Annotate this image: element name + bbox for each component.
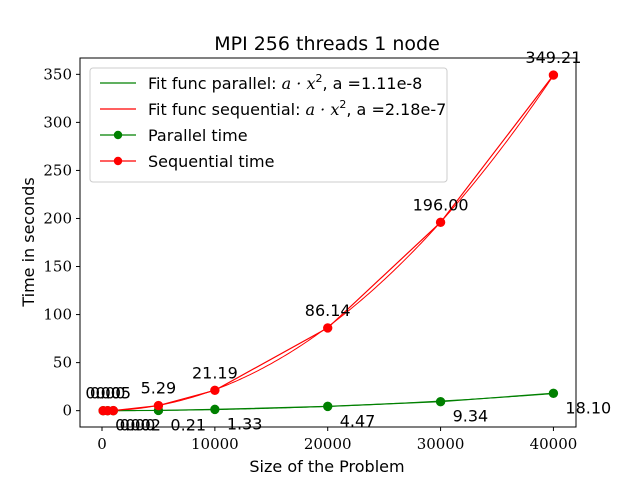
y-axis-label: Time in seconds — [19, 177, 38, 307]
data-point-sequential-time — [153, 400, 164, 411]
data-series — [98, 70, 559, 416]
data-point-sequential-time — [435, 217, 446, 228]
y-tick-label: 200 — [43, 209, 72, 227]
data-label-parallel: 0.00 — [115, 416, 151, 435]
x-axis-label: Size of the Problem — [249, 457, 404, 476]
legend-label-parallel-time: Parallel time — [148, 126, 248, 145]
data-label-parallel: 0.02 — [125, 416, 161, 435]
data-point-parallel-time — [210, 404, 220, 415]
chart-title: MPI 256 threads 1 node — [214, 33, 440, 55]
data-label-sequential: 86.14 — [305, 301, 351, 320]
legend-label-fit-func-sequential: Fit func sequential: a · x2, a =2.18e-7 — [148, 98, 446, 119]
legend: Fit func parallel: a · x2, a =1.11e-8 Fit… — [89, 67, 448, 183]
data-point-sequential-time — [323, 323, 333, 333]
data-label-sequential: 21.19 — [192, 363, 238, 382]
data-point-parallel-time — [548, 388, 559, 398]
legend-marker-parallel-time — [113, 130, 123, 140]
data-label-sequential: 196.00 — [413, 195, 469, 214]
data-point-sequential-time — [108, 405, 118, 416]
data-label-sequential: 0.05 — [95, 384, 131, 403]
y-tick-label: 0 — [62, 402, 72, 420]
x-tick-label: 0 — [97, 435, 107, 453]
y-tick-label: 300 — [43, 113, 72, 131]
data-label-parallel: 0.00 — [120, 416, 156, 435]
legend-label-sequential-time: Sequential time — [148, 152, 274, 171]
legend-box — [89, 67, 448, 183]
x-tick-label: 30000 — [417, 435, 465, 453]
data-labels: 0.000.000.000.000.050.025.290.2121.191.3… — [85, 48, 611, 435]
data-label-parallel: 1.33 — [227, 414, 263, 433]
legend-marker-sequential-time — [113, 156, 123, 166]
data-label-parallel: 9.34 — [453, 407, 489, 426]
data-label-parallel: 0.21 — [170, 415, 206, 434]
y-tick-label: 350 — [43, 65, 72, 83]
data-label-sequential: 0.00 — [90, 384, 126, 403]
y-tick-label: 100 — [43, 306, 72, 324]
data-label-parallel: 4.47 — [340, 411, 376, 430]
y-tick-label: 150 — [43, 258, 72, 276]
y-tick-label: 50 — [53, 354, 72, 372]
x-tick-label: 10000 — [191, 435, 239, 453]
x-tick-label: 20000 — [304, 435, 352, 453]
data-point-sequential-time — [210, 385, 220, 396]
legend-label-fit-func-parallel: Fit func parallel: a · x2, a =1.11e-8 — [148, 72, 422, 93]
data-label-sequential: 5.29 — [141, 379, 177, 398]
y-tick-label: 250 — [43, 161, 72, 179]
data-label-sequential: 0.00 — [85, 384, 121, 403]
axes: 0 10000 20000 30000 40000 0 50 100 150 200 250 300 3… — [43, 57, 578, 453]
data-label-parallel: 18.10 — [565, 398, 611, 417]
data-point-parallel-time — [435, 396, 446, 407]
x-tick-label: 40000 — [530, 435, 578, 453]
data-point-sequential-time — [548, 70, 559, 80]
data-point-parallel-time — [323, 401, 333, 412]
